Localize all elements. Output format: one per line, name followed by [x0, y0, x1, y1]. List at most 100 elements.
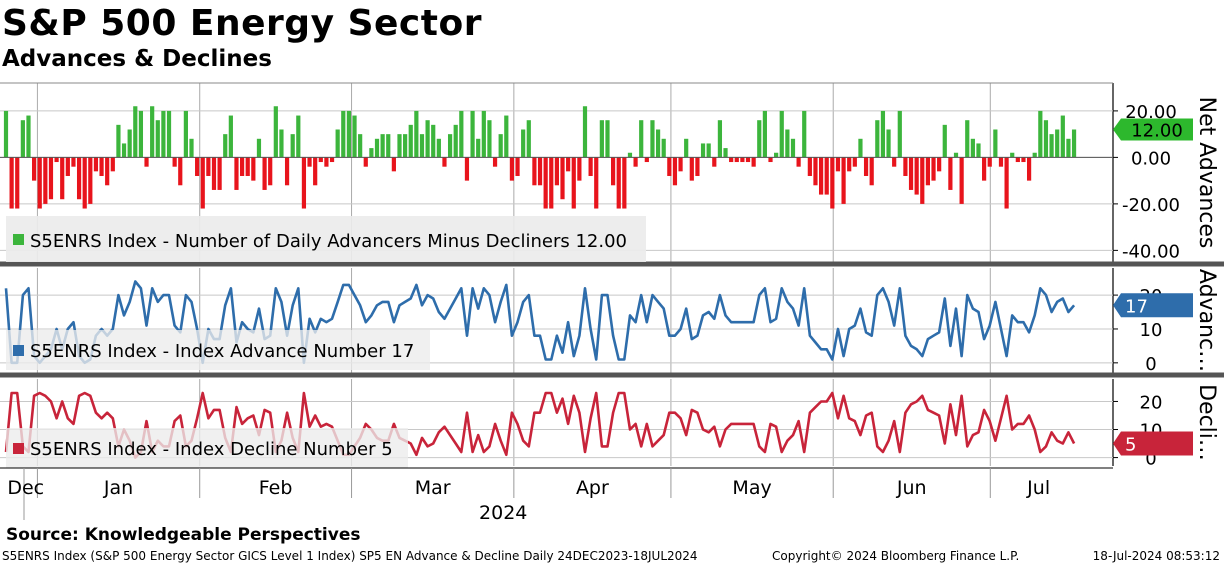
- net-advance-bar: [453, 124, 458, 158]
- net-advance-bar: [712, 157, 717, 167]
- net-advance-bar: [740, 157, 745, 163]
- net-advance-bar: [560, 157, 565, 200]
- net-advance-bar: [65, 157, 70, 176]
- net-advance-bar: [133, 106, 138, 158]
- net-advance-bar: [970, 138, 975, 158]
- net-advance-bar: [234, 157, 239, 190]
- net-advance-bar: [521, 129, 526, 158]
- net-advance-bar: [1038, 110, 1043, 158]
- source-label: Source: Knowledgeable Perspectives: [6, 525, 361, 545]
- net-advance-bar: [76, 157, 82, 200]
- net-advance-bar: [37, 157, 42, 209]
- net-advance-bar: [526, 120, 531, 158]
- net-advance-bar: [689, 157, 694, 181]
- last-value-label-advance: 17: [1125, 296, 1148, 317]
- net-advance-bar: [318, 157, 323, 163]
- net-advance-bar: [830, 157, 835, 209]
- net-advance-bar: [1015, 157, 1020, 163]
- x-month-label: Feb: [259, 477, 293, 499]
- net-advance-bar: [611, 157, 616, 186]
- net-advance-bar: [757, 120, 762, 158]
- y-tick-label: 20.00: [1125, 102, 1177, 123]
- last-value-label-decline: 5: [1125, 435, 1136, 456]
- net-advance-bar: [352, 115, 357, 158]
- y-tick-label: -20.00: [1122, 195, 1180, 216]
- net-advance-bar: [9, 157, 14, 209]
- net-advance-bar: [644, 157, 649, 163]
- net-advance-bar: [155, 120, 160, 158]
- net-advance-bar: [729, 157, 734, 163]
- net-advance-bar: [313, 157, 318, 186]
- y-tick-label: 0: [1145, 354, 1156, 375]
- net-advance-bar: [397, 134, 402, 158]
- net-advance-bar: [914, 157, 919, 195]
- net-advance-bar: [60, 157, 65, 200]
- net-advance-bar: [93, 157, 99, 172]
- footer-copyright: Copyright© 2024 Bloomberg Finance L.P.: [772, 549, 1020, 563]
- net-advance-bar: [414, 110, 419, 158]
- net-advance-bar: [847, 157, 852, 172]
- net-advance-bar: [223, 134, 228, 158]
- net-advance-bar: [346, 110, 352, 158]
- net-advance-bar: [492, 157, 498, 167]
- x-month-label: Mar: [415, 477, 451, 499]
- net-advance-bar: [256, 138, 262, 158]
- net-advance-bar: [549, 157, 554, 209]
- net-advance-bar: [3, 110, 9, 158]
- net-advance-bar: [211, 157, 217, 190]
- net-advance-bar: [290, 134, 295, 158]
- net-advance-bar: [1021, 157, 1026, 163]
- net-advance-bar: [1004, 157, 1009, 209]
- net-advance-bar: [144, 157, 149, 167]
- net-advance-bar: [903, 157, 908, 176]
- net-advance-bar: [571, 157, 576, 209]
- x-month-label: May: [732, 477, 771, 499]
- net-advance-bar: [251, 157, 256, 181]
- net-advance-bar: [897, 110, 902, 158]
- net-advance-bar: [965, 120, 970, 158]
- net-advance-bar: [1043, 120, 1049, 158]
- net-advance-bar: [386, 134, 391, 158]
- net-advance-bar: [172, 157, 177, 167]
- net-advance-bar: [54, 157, 59, 163]
- net-advance-bar: [273, 106, 278, 158]
- net-advance-bar: [515, 157, 520, 176]
- net-advance-bar: [15, 157, 20, 209]
- net-advance-bar: [391, 157, 396, 172]
- net-advance-bar: [920, 157, 925, 204]
- net-advance-bar: [245, 157, 250, 176]
- net-advance-bar: [678, 157, 683, 172]
- net-advance-bar: [329, 157, 335, 163]
- net-advance-bar: [993, 129, 998, 158]
- y-tick-label: 20: [1140, 392, 1163, 413]
- footer-description: S5ENRS Index (S&P 500 Energy Sector GICS…: [2, 549, 698, 563]
- net-advance-bar: [121, 143, 127, 158]
- net-advance-bar: [745, 157, 751, 163]
- net-advance-bar: [717, 120, 723, 158]
- net-advance-bar: [537, 157, 543, 186]
- net-advance-bar: [616, 157, 621, 209]
- net-advance-bar: [442, 157, 447, 167]
- legend-swatch-advance: [13, 345, 24, 356]
- net-advance-bar: [892, 157, 897, 167]
- net-advance-bar: [26, 115, 31, 158]
- net-advance-bar: [599, 120, 604, 158]
- net-advance-bar: [487, 120, 492, 158]
- net-advance-bar: [622, 157, 627, 209]
- net-advance-bar: [976, 143, 981, 158]
- net-advance-bar: [436, 138, 441, 158]
- net-advance-bar: [588, 157, 593, 176]
- net-advance-bar: [1049, 134, 1054, 158]
- net-advance-bar: [335, 129, 340, 158]
- net-advance-bar: [195, 157, 200, 176]
- net-advance-bar: [841, 157, 846, 204]
- last-value-label-net: 12.00: [1131, 120, 1183, 141]
- net-advance-bar: [937, 157, 942, 172]
- y-axis-label-net: Net Advances: [1194, 97, 1219, 249]
- net-advance-bar: [982, 157, 987, 181]
- net-advance-bar: [268, 157, 273, 186]
- net-advance-bar: [296, 115, 301, 158]
- legend-label-net: S5ENRS Index - Number of Daily Advancers…: [30, 231, 627, 252]
- net-advance-bar: [425, 120, 430, 158]
- net-advance-bar: [481, 110, 486, 158]
